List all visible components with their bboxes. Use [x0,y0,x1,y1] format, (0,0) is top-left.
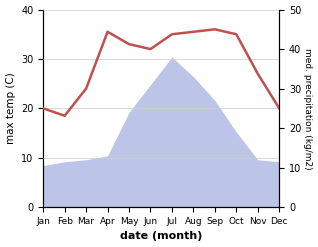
Y-axis label: med. precipitation (kg/m2): med. precipitation (kg/m2) [303,48,313,169]
Y-axis label: max temp (C): max temp (C) [5,72,16,144]
X-axis label: date (month): date (month) [120,231,203,242]
